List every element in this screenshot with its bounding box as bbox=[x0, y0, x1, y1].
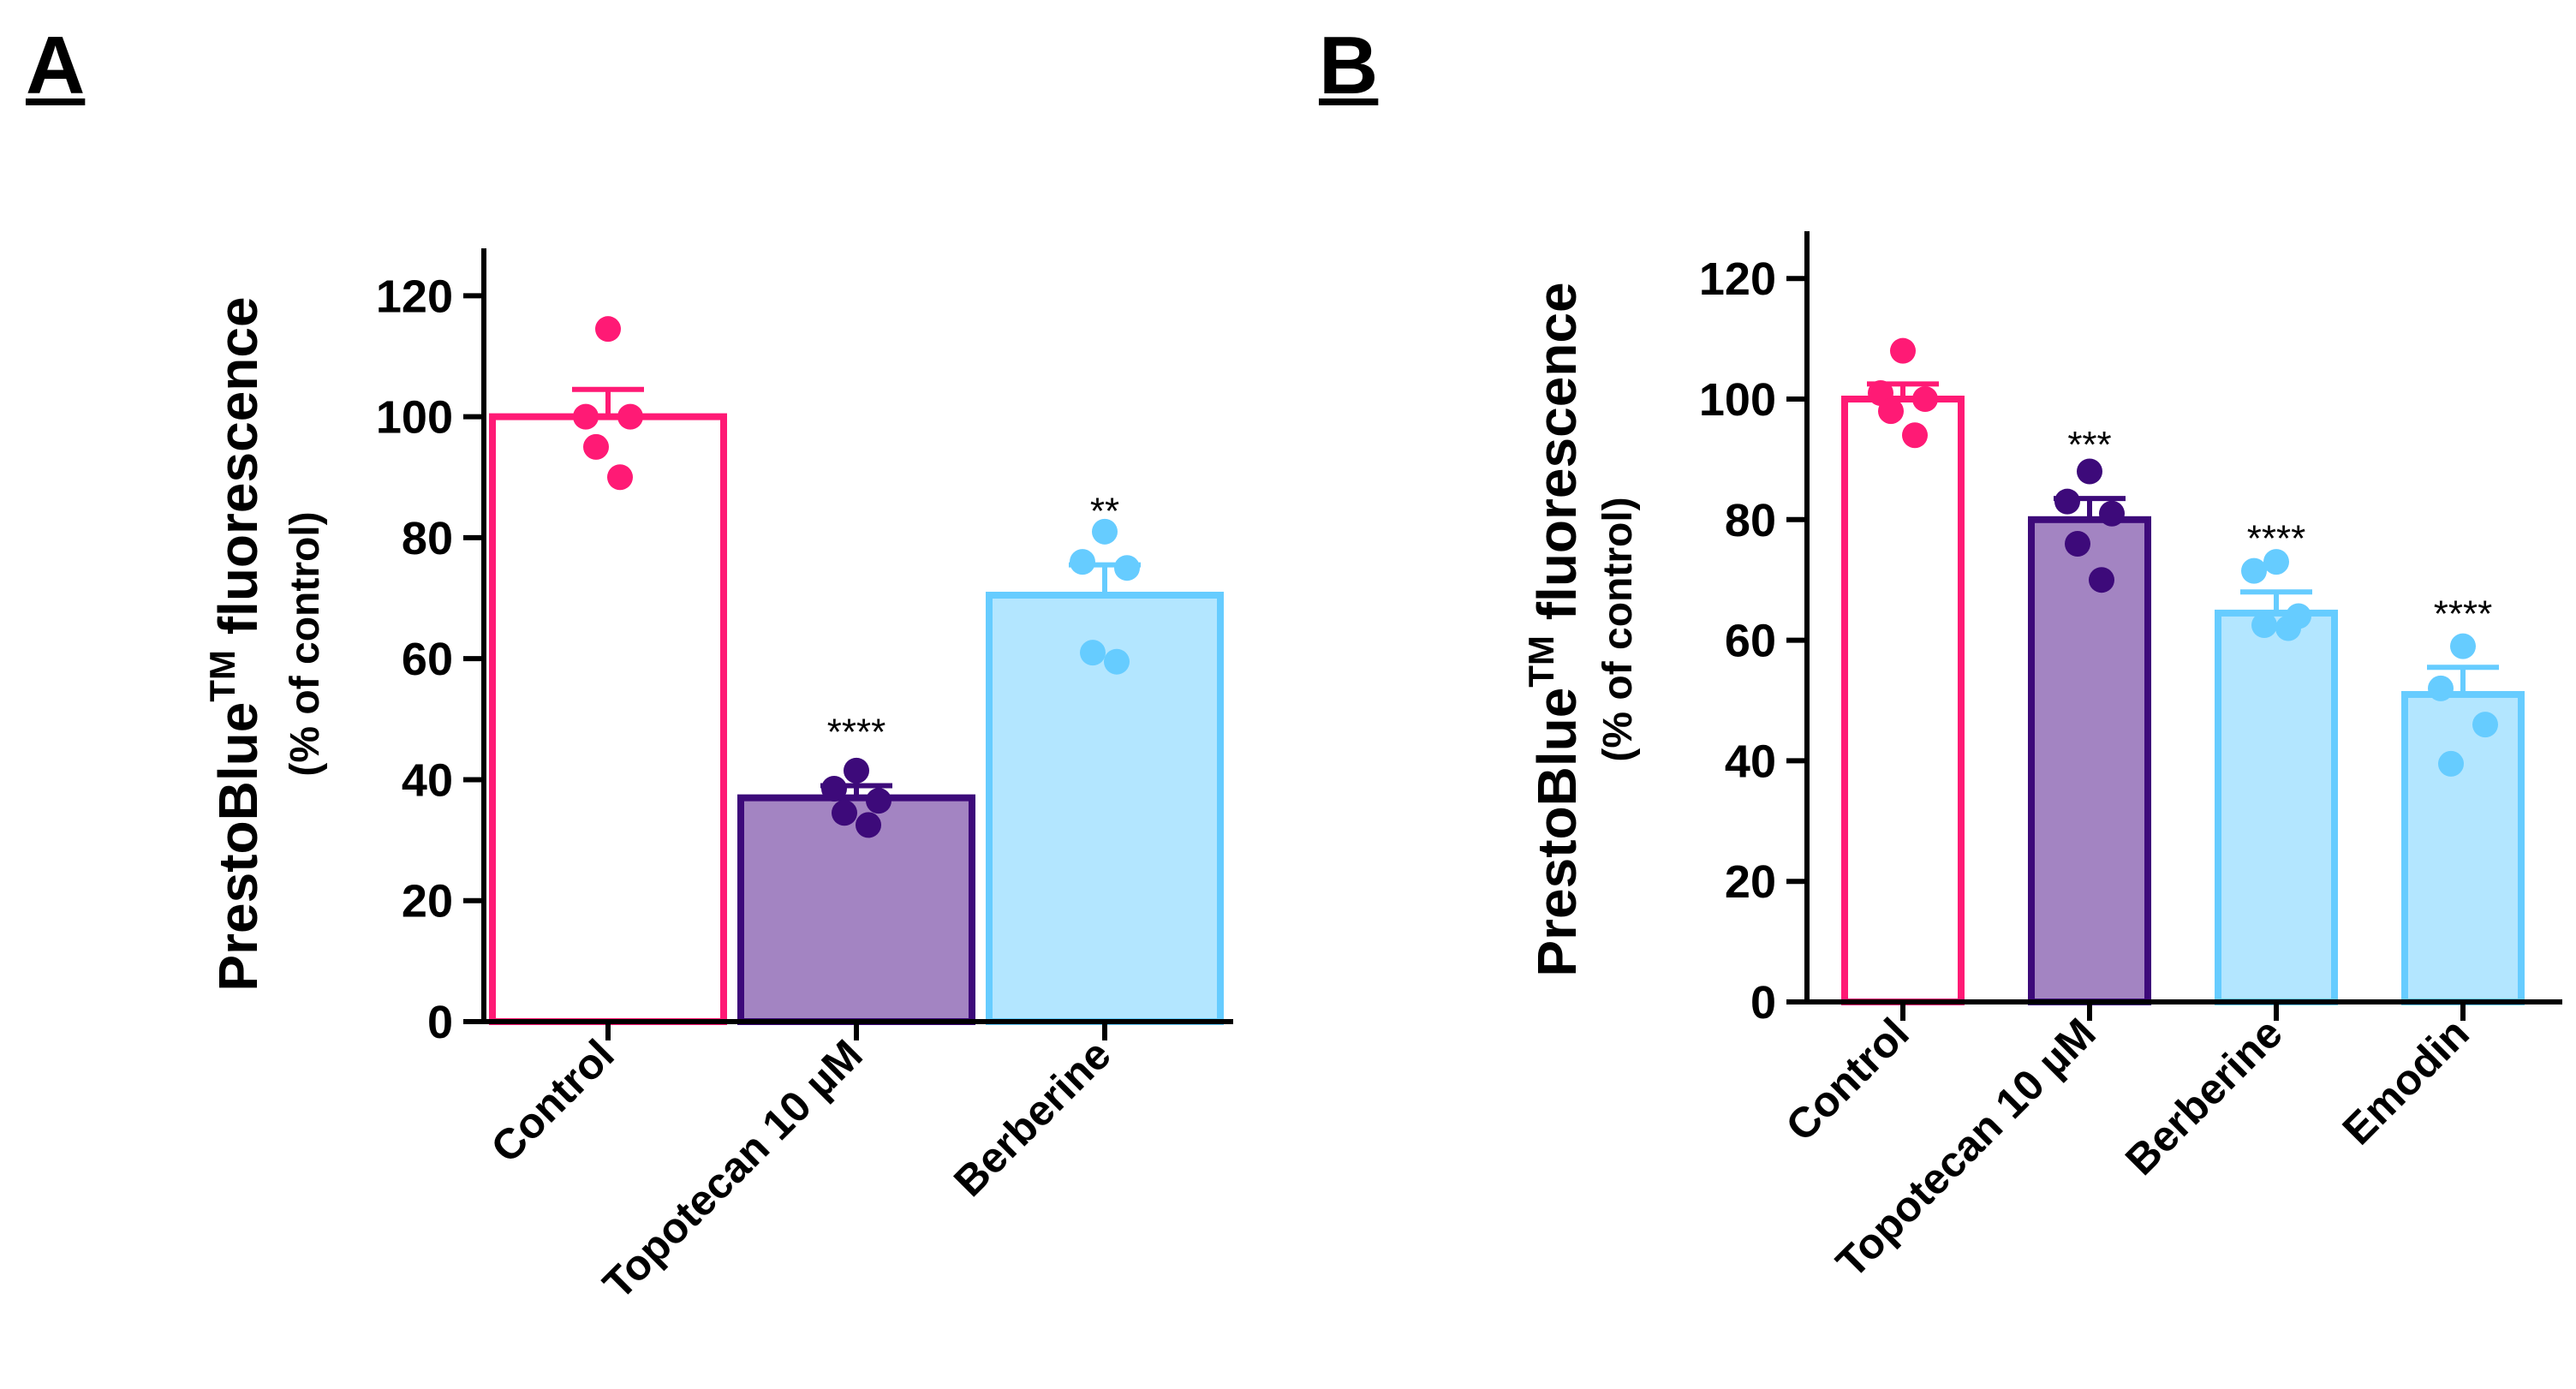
data-point bbox=[856, 812, 881, 838]
data-point bbox=[607, 464, 633, 491]
data-point bbox=[2275, 615, 2301, 641]
data-point bbox=[2263, 549, 2289, 575]
bar-2 bbox=[2028, 516, 2151, 1005]
category-label-2: Topotecan 10 µM bbox=[593, 1030, 872, 1309]
y-tick-label: 100 bbox=[1699, 374, 1776, 426]
y-tick-label: 40 bbox=[1725, 736, 1776, 787]
y-axis-sublabel: (% of control) bbox=[1595, 497, 1641, 761]
data-point bbox=[1912, 386, 1938, 412]
data-point bbox=[2065, 530, 2090, 557]
y-axis-sublabel: (% of control) bbox=[283, 511, 328, 776]
data-point bbox=[1902, 422, 1928, 449]
data-point bbox=[2077, 458, 2102, 485]
data-point bbox=[583, 433, 609, 460]
category-label-1: Control bbox=[482, 1030, 623, 1171]
data-point bbox=[595, 316, 621, 343]
category-label-4: Emodin bbox=[2334, 1009, 2478, 1154]
data-point bbox=[617, 403, 643, 430]
significance-label-4: **** bbox=[2434, 593, 2493, 635]
y-tick-label: 120 bbox=[1699, 253, 1776, 305]
data-point bbox=[2428, 675, 2454, 701]
data-point bbox=[1070, 549, 1095, 575]
bar-4 bbox=[2401, 690, 2525, 1006]
data-point bbox=[2450, 633, 2476, 659]
category-label-3: Berberine bbox=[2116, 1009, 2292, 1184]
data-point bbox=[844, 757, 869, 784]
panel-label-b: B bbox=[1319, 20, 1379, 111]
y-tick-label: 20 bbox=[1725, 856, 1776, 908]
data-point bbox=[1080, 640, 1106, 666]
data-point bbox=[2054, 488, 2080, 515]
significance-label-3: ** bbox=[1090, 491, 1119, 533]
data-point bbox=[832, 800, 857, 826]
y-tick-label: 60 bbox=[1725, 616, 1776, 667]
category-label-3: Berberine bbox=[945, 1030, 1120, 1206]
bar-1 bbox=[1841, 396, 1965, 1005]
y-tick-label: 20 bbox=[402, 876, 453, 927]
significance-label-2: **** bbox=[827, 712, 886, 754]
data-point bbox=[2438, 750, 2464, 777]
data-point bbox=[2089, 567, 2114, 593]
chart-panel-b: Control***Topotecan 10 µM****Berberine**… bbox=[1521, 231, 2562, 1287]
data-point bbox=[1890, 337, 1916, 364]
data-point bbox=[821, 776, 847, 802]
data-point bbox=[2472, 712, 2498, 738]
y-tick-label: 80 bbox=[1725, 495, 1776, 546]
bar-2 bbox=[737, 794, 975, 1026]
category-label-1: Control bbox=[1777, 1009, 1918, 1150]
y-axis-label: PrestoBlueTM fluorescence bbox=[1521, 282, 1588, 976]
data-point bbox=[866, 788, 891, 814]
data-point bbox=[2241, 557, 2267, 584]
data-point bbox=[2099, 500, 2125, 527]
bar-1 bbox=[489, 413, 727, 1026]
significance-label-2: *** bbox=[2067, 424, 2111, 466]
y-tick-label: 100 bbox=[376, 392, 453, 444]
y-axis-label: PrestoBlueTM fluorescence bbox=[202, 296, 269, 991]
panel-label-a: A bbox=[26, 20, 86, 111]
y-tick-label: 40 bbox=[402, 754, 453, 806]
y-tick-label: 80 bbox=[402, 513, 453, 564]
y-tick-label: 0 bbox=[1750, 977, 1776, 1028]
y-tick-label: 60 bbox=[402, 634, 453, 685]
bar-3 bbox=[2215, 609, 2338, 1005]
chart-panel-a: Control **** Topotecan 10 µM ** Berberine 0 20… bbox=[202, 248, 1233, 1309]
significance-label-3: **** bbox=[2247, 517, 2306, 559]
y-tick-label: 120 bbox=[376, 271, 453, 322]
y-tick-label: 0 bbox=[427, 997, 453, 1048]
data-point bbox=[1878, 398, 1904, 425]
data-point bbox=[1104, 648, 1130, 675]
data-point bbox=[2251, 612, 2277, 638]
data-point bbox=[1092, 518, 1118, 545]
data-point bbox=[573, 403, 599, 430]
data-point bbox=[1114, 555, 1140, 581]
